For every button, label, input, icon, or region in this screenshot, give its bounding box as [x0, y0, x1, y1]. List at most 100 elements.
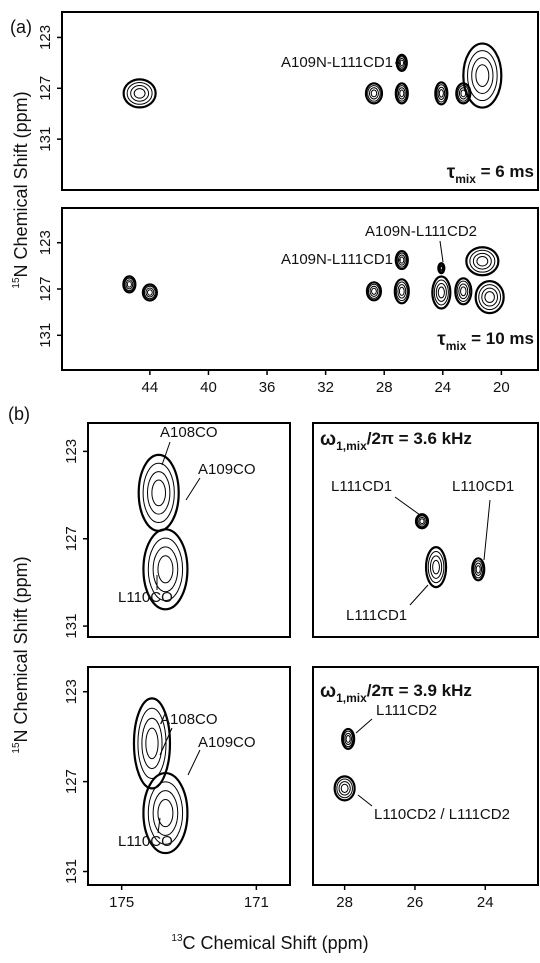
contour-level — [437, 286, 445, 299]
contour-level — [434, 81, 449, 106]
x-tick-label: 24 — [477, 894, 494, 911]
contour-level — [473, 560, 484, 579]
contour-level — [436, 84, 447, 103]
contour-level — [370, 89, 378, 98]
x-tick-label: 175 — [109, 894, 134, 911]
y-tick-label: 127 — [63, 769, 80, 794]
axis-label-text: C Chemical Shift (ppm) — [183, 933, 369, 953]
contour-level — [152, 790, 179, 836]
peak — [434, 81, 449, 106]
contour-level — [336, 778, 353, 799]
contour-level — [433, 279, 449, 306]
contour-level — [398, 286, 405, 296]
contour-level — [438, 263, 445, 273]
annotation-leader — [187, 749, 201, 776]
contour-level — [142, 462, 175, 524]
title-rest: /2π = 3.6 kHz — [367, 429, 472, 448]
annotation-leader — [394, 496, 421, 516]
contour-level — [145, 287, 155, 298]
annotation: A108CO — [160, 424, 218, 441]
contour-level — [365, 281, 383, 302]
axis-label: 15N Chemical Shift (ppm) — [11, 91, 31, 288]
peak — [465, 246, 500, 277]
contour-level — [145, 727, 159, 760]
annotation-leader — [483, 499, 491, 561]
y-tick-label: 127 — [37, 276, 54, 301]
contour-level — [456, 280, 471, 302]
y-tick-label: 127 — [37, 76, 54, 101]
plot-frame — [87, 666, 291, 886]
annotation: L111CD1 — [331, 478, 392, 495]
title-sub: mix — [446, 339, 467, 353]
annotation: L110CO — [118, 833, 173, 850]
title-symbol: τ — [447, 162, 456, 183]
contour-level — [469, 249, 496, 273]
contour-level — [475, 64, 490, 87]
x-tick-label: 36 — [259, 379, 276, 396]
peak — [394, 82, 409, 105]
contour-level — [475, 565, 481, 574]
annotation: A109N-L111CD1 — [281, 251, 393, 268]
title-sub: 1,mix — [336, 691, 367, 705]
contour-level — [454, 277, 473, 306]
contour-level — [137, 453, 180, 532]
contour-level — [132, 697, 172, 790]
contour-level — [439, 265, 443, 271]
contour-level — [341, 727, 356, 751]
contour-level — [338, 781, 351, 796]
annotation: L110CO — [118, 589, 173, 606]
contour-level — [344, 732, 353, 746]
peak — [132, 697, 172, 790]
y-tick-label: 123 — [63, 679, 80, 704]
contour-level — [369, 285, 379, 297]
contour-level — [394, 82, 409, 105]
contour-level — [126, 281, 132, 288]
contour-level — [122, 78, 157, 109]
contour-level — [124, 277, 135, 292]
title-sub: 1,mix — [336, 439, 367, 453]
y-tick-label: 131 — [37, 127, 54, 152]
contour-level — [474, 562, 483, 576]
y-tick-label: 131 — [63, 859, 80, 884]
peak — [142, 528, 189, 611]
contour-level — [141, 283, 158, 302]
contour-level — [342, 730, 354, 748]
contour-level — [471, 557, 486, 582]
y-tick-label: 131 — [63, 614, 80, 639]
annotation: A109CO — [198, 461, 256, 478]
annotation: A109N-L111CD1 — [281, 54, 393, 71]
contour-level — [371, 287, 377, 295]
peak — [341, 727, 356, 751]
contour-level — [152, 546, 179, 593]
panel-title: τmix = 10 ms — [437, 329, 534, 353]
contour-level — [396, 85, 407, 102]
panel-title: τmix = 6 ms — [447, 162, 534, 186]
axis-label-sup: 13 — [171, 933, 183, 944]
peak — [122, 275, 137, 294]
contour-level — [147, 471, 171, 515]
title-symbol: ω — [320, 681, 336, 702]
title-rest: = 6 ms — [476, 162, 534, 181]
annotation: L111CD1 — [346, 607, 407, 624]
contour-level — [333, 775, 356, 802]
contour-level — [437, 86, 446, 101]
axis-label-sup: 15 — [11, 742, 22, 754]
contour-level — [137, 707, 167, 780]
contour-level — [368, 283, 380, 299]
contour-level — [125, 279, 134, 290]
annotation-leader — [161, 441, 171, 466]
peak — [365, 281, 383, 302]
contour-level — [484, 291, 495, 304]
contour-level — [122, 275, 137, 294]
contour-level — [414, 513, 430, 530]
axis-label-text: N Chemical Shift (ppm) — [11, 556, 31, 742]
y-tick-label: 123 — [63, 439, 80, 464]
contour-level — [393, 278, 410, 305]
contour-level — [471, 57, 494, 94]
contour-level — [364, 82, 384, 105]
y-tick-label: 123 — [37, 25, 54, 50]
peak — [142, 771, 189, 855]
contour-level — [397, 87, 406, 100]
contour-level — [462, 42, 503, 109]
plot-frame — [312, 422, 539, 638]
